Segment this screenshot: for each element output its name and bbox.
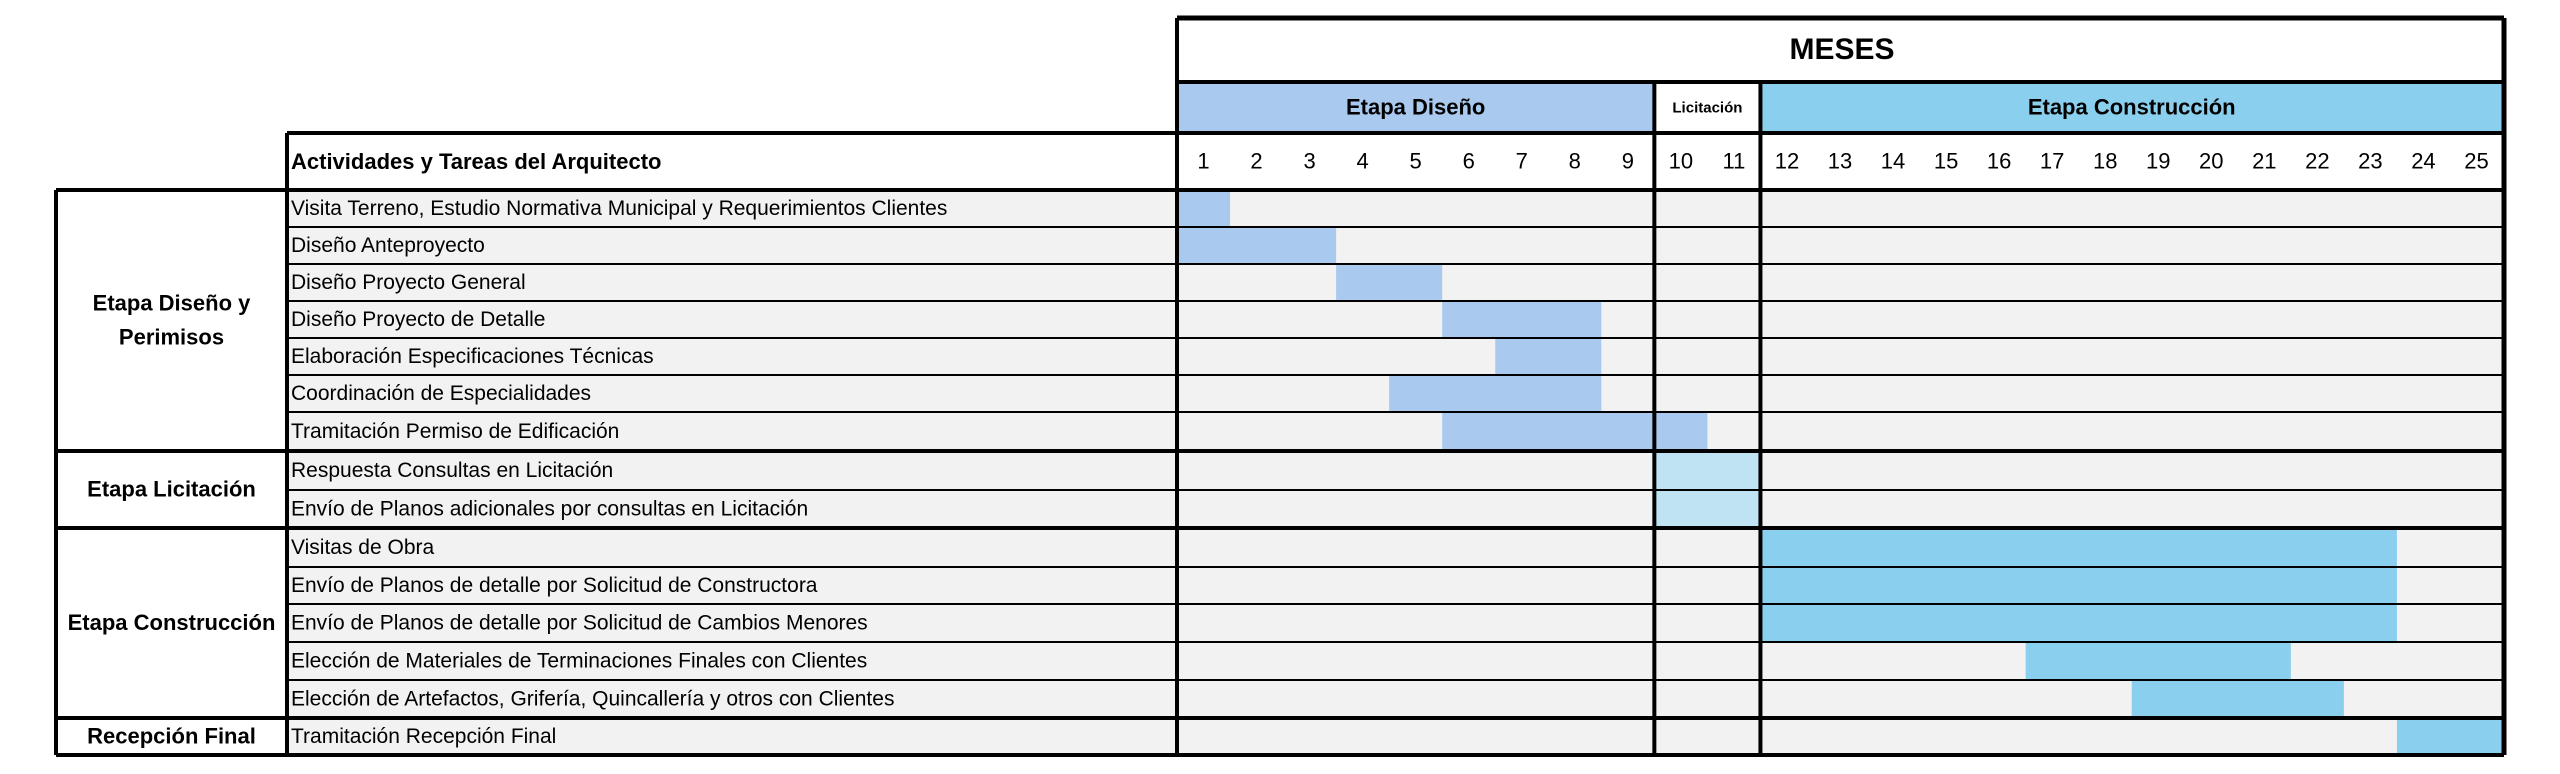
task-bar	[1654, 490, 1761, 528]
group-label: Etapa Diseño y	[93, 290, 251, 315]
task-label: Diseño Proyecto General	[291, 271, 526, 294]
task-label: Tramitación Recepción Final	[291, 725, 556, 748]
task-bar	[1495, 338, 1602, 375]
task-bar	[1177, 190, 1231, 227]
task-label: Visitas de Obra	[291, 536, 435, 559]
task-label: Diseño Anteproyecto	[291, 234, 485, 257]
phase-header-cell	[1760, 82, 2503, 133]
month-tick-label: 6	[1463, 148, 1475, 173]
month-tick-label: 3	[1303, 148, 1315, 173]
month-tick-label: 20	[2199, 148, 2223, 173]
phase-headers	[1177, 82, 2503, 133]
row-background	[287, 490, 2504, 528]
task-label: Envío de Planos adicionales por consulta…	[291, 498, 808, 521]
month-tick-label: 7	[1516, 148, 1528, 173]
month-tick-label: 21	[2252, 148, 2276, 173]
task-bar	[1442, 301, 1602, 338]
month-tick-label: 4	[1357, 148, 1369, 173]
task-bar	[2025, 642, 2291, 680]
phase-label: Etapa Diseño	[1346, 94, 1485, 119]
month-tick-label: 2	[1250, 148, 1262, 173]
month-tick-label: 11	[1722, 148, 1745, 173]
task-label: Elección de Materiales de Terminaciones …	[291, 650, 867, 673]
month-tick-label: 18	[2093, 148, 2117, 173]
phase-label: Licitación	[1672, 99, 1742, 116]
task-bar	[1654, 451, 1761, 490]
labels: MESES Actividades y Tareas del Arquitect…	[68, 33, 2489, 748]
task-label: Tramitación Permiso de Edificación	[291, 420, 619, 443]
task-bar	[1760, 528, 2397, 567]
group-label: Recepción Final	[87, 723, 256, 748]
month-tick-label: 16	[1987, 148, 2011, 173]
task-label: Diseño Proyecto de Detalle	[291, 308, 545, 331]
chart-title: MESES	[1789, 33, 1894, 66]
month-tick-label: 14	[1881, 148, 1905, 173]
month-tick-label: 22	[2305, 148, 2329, 173]
task-bar	[1760, 567, 2397, 604]
phase-label: Etapa Construcción	[2028, 94, 2236, 119]
task-label: Envío de Planos de detalle por Solicitud…	[291, 612, 868, 635]
task-bar	[1336, 264, 1443, 301]
phase-header-cell	[1654, 82, 1761, 133]
task-bar	[1760, 604, 2397, 642]
month-tick-label: 24	[2411, 148, 2435, 173]
month-tick-label: 12	[1775, 148, 1799, 173]
activities-header: Actividades y Tareas del Arquitecto	[291, 149, 661, 174]
task-label: Coordinación de Especialidades	[291, 382, 591, 405]
task-label: Envío de Planos de detalle por Solicitud…	[291, 574, 818, 597]
task-label: Elección de Artefactos, Grifería, Quinca…	[291, 688, 894, 711]
phase-header-cell	[1177, 82, 1655, 133]
month-tick-label: 13	[1828, 148, 1852, 173]
task-bar	[2131, 680, 2344, 718]
grid-lines	[54, 15, 2507, 757]
task-bar	[1442, 412, 1708, 451]
task-bars	[1177, 190, 2503, 755]
group-label: Perimisos	[119, 324, 224, 349]
month-tick-label: 5	[1410, 148, 1422, 173]
task-label: Respuesta Consultas en Licitación	[291, 459, 613, 482]
row-background	[287, 190, 2504, 227]
row-background	[287, 412, 2504, 451]
task-bar	[1177, 227, 1337, 264]
task-label: Elaboración Especificaciones Técnicas	[291, 345, 654, 368]
task-bar	[2396, 718, 2503, 755]
group-label: Etapa Licitación	[87, 476, 256, 501]
row-background	[287, 718, 2504, 755]
month-tick-label: 1	[1197, 148, 1209, 173]
task-bar	[1389, 375, 1602, 412]
row-background	[287, 301, 2504, 338]
month-tick-label: 25	[2464, 148, 2488, 173]
task-label: Visita Terreno, Estudio Normativa Munici…	[291, 197, 947, 220]
month-tick-label: 15	[1934, 148, 1958, 173]
row-background	[287, 338, 2504, 375]
month-tick-label: 9	[1622, 148, 1634, 173]
row-background	[287, 451, 2504, 490]
group-label: Etapa Construcción	[68, 610, 276, 635]
month-tick-label: 8	[1569, 148, 1581, 173]
month-tick-label: 10	[1669, 148, 1693, 173]
row-background	[287, 227, 2504, 264]
month-tick-label: 17	[2040, 148, 2064, 173]
month-tick-label: 23	[2358, 148, 2382, 173]
month-tick-label: 19	[2146, 148, 2170, 173]
